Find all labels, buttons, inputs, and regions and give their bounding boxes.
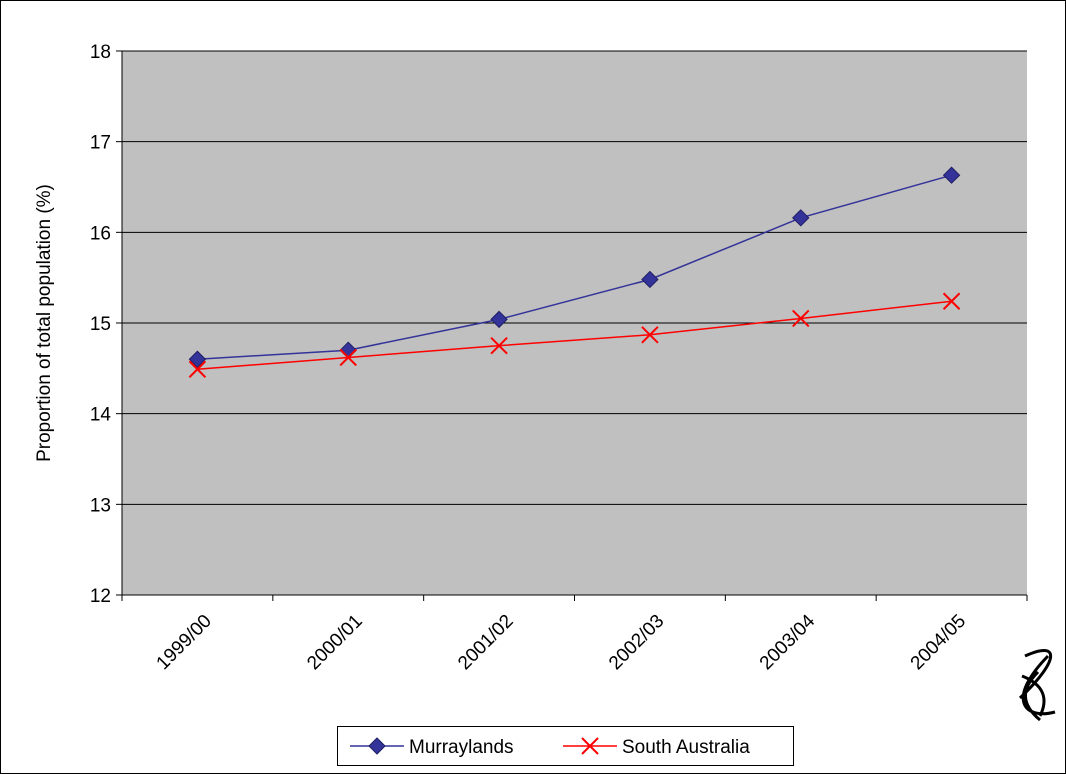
- legend-label-murraylands: Murraylands: [409, 737, 514, 758]
- data-point: [490, 310, 508, 329]
- y-axis-label: Proportion of total population (%): [34, 184, 55, 462]
- axes: [116, 50, 1028, 601]
- data-point: [339, 348, 357, 367]
- y-tick-label: 18: [90, 42, 111, 63]
- data-point: [490, 336, 508, 355]
- legend-label-south-australia: South Australia: [622, 737, 750, 758]
- x-tick-label: 2002/03: [605, 611, 668, 674]
- x-tick-label: 1999/00: [153, 611, 216, 674]
- x-tick-label: 2003/04: [756, 610, 820, 674]
- x-tick-labels: 1999/00 2000/01 2001/02 2002/03 2003/04 2004/…: [153, 610, 971, 674]
- data-point: [942, 292, 961, 310]
- legend-item-south-australia: South Australia: [563, 737, 750, 758]
- y-tick-label: 15: [90, 314, 111, 335]
- series-line: [197, 174, 952, 361]
- data-point: [792, 309, 810, 328]
- y-tick-labels: 12 13 14 15 16 17 18: [90, 42, 112, 607]
- y-tick-label: 12: [90, 586, 111, 607]
- data-point: [188, 350, 207, 368]
- x-tick-label: 2001/02: [454, 611, 517, 674]
- data-point: [641, 326, 659, 344]
- y-tick-label: 13: [90, 495, 111, 516]
- series-group: [188, 166, 961, 378]
- gridlines: [122, 50, 1027, 505]
- data-point: [942, 166, 961, 184]
- series-south-australia: [188, 292, 961, 378]
- y-tick-label: 14: [90, 405, 112, 426]
- series-murraylands: [188, 166, 961, 368]
- series-line: [197, 300, 952, 370]
- y-tick-label: 16: [90, 223, 111, 244]
- legend-item-murraylands: Murraylands: [350, 737, 514, 758]
- y-tick-label: 17: [90, 133, 111, 154]
- x-tick-label: 2004/05: [907, 611, 970, 674]
- data-point: [188, 360, 207, 378]
- data-point: [792, 209, 810, 227]
- x-tick-label: 2000/01: [303, 611, 366, 674]
- logo-mark: [1018, 649, 1056, 722]
- data-point: [641, 270, 659, 289]
- legend: Murraylands South Australia: [337, 726, 794, 766]
